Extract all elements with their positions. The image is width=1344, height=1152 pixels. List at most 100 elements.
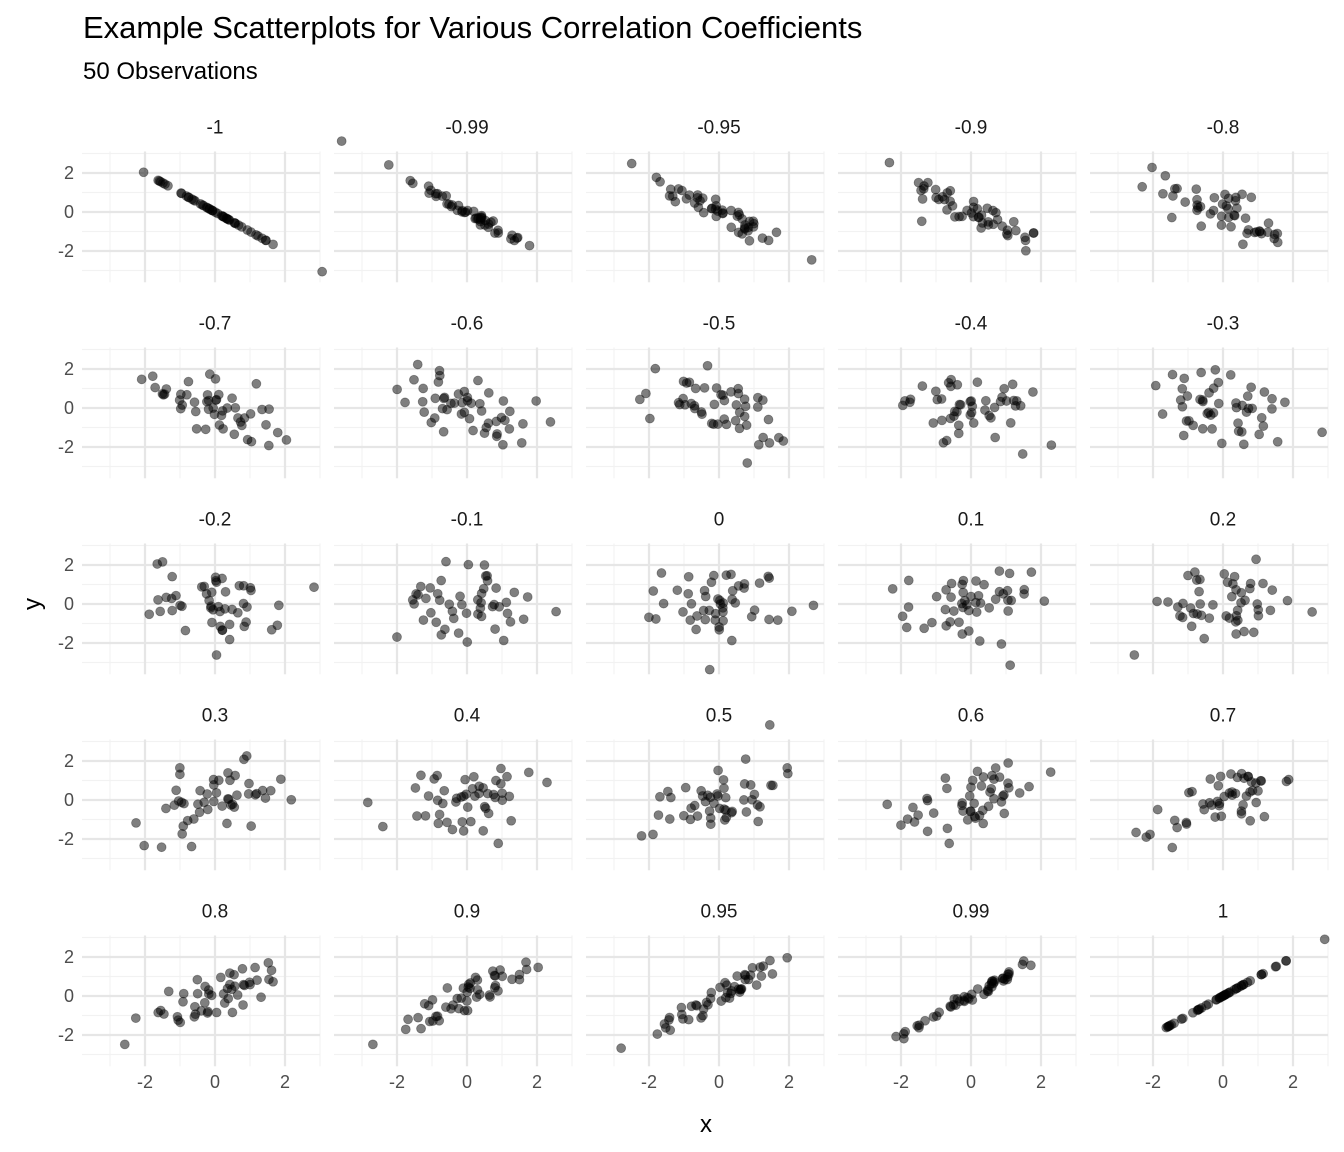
data-point xyxy=(726,635,737,646)
data-point xyxy=(1177,401,1188,412)
data-point xyxy=(153,1007,164,1018)
data-point xyxy=(195,785,206,796)
data-point xyxy=(178,988,189,999)
data-point xyxy=(482,570,493,581)
data-point xyxy=(1015,400,1026,411)
data-point xyxy=(1172,183,1182,194)
data-point xyxy=(504,406,515,417)
data-point xyxy=(716,389,726,400)
data-point xyxy=(1196,367,1207,378)
data-point xyxy=(903,602,914,612)
data-point xyxy=(989,402,1000,413)
data-point xyxy=(210,373,221,384)
data-point xyxy=(1172,822,1183,833)
data-point xyxy=(1246,192,1257,203)
data-point xyxy=(431,1011,441,1022)
data-point xyxy=(183,376,194,387)
data-point xyxy=(683,588,694,599)
data-point xyxy=(700,591,711,602)
data-point xyxy=(131,818,141,828)
data-point xyxy=(464,413,475,424)
data-point xyxy=(551,606,561,617)
data-point xyxy=(475,214,486,225)
data-point xyxy=(685,615,696,626)
x-tick-label: 2 xyxy=(784,1072,794,1092)
data-point xyxy=(229,802,240,813)
data-point xyxy=(1253,786,1263,796)
data-point xyxy=(1246,382,1257,393)
data-point xyxy=(490,624,500,634)
data-point xyxy=(265,785,276,796)
facet-label: 0.95 xyxy=(701,902,738,923)
data-point xyxy=(263,440,274,451)
data-point xyxy=(250,962,260,973)
data-point xyxy=(938,437,949,448)
data-point xyxy=(483,387,494,398)
data-point xyxy=(808,600,819,611)
data-point xyxy=(941,584,952,595)
data-point xyxy=(227,393,237,404)
data-point xyxy=(1020,232,1030,243)
data-point xyxy=(626,158,637,169)
data-point xyxy=(1004,568,1015,579)
data-point xyxy=(700,614,711,625)
data-point xyxy=(191,423,202,434)
facet-label: 0.4 xyxy=(454,706,481,727)
data-point xyxy=(734,407,745,418)
data-point xyxy=(119,1039,130,1050)
data-point xyxy=(455,591,465,602)
data-point xyxy=(908,802,918,813)
data-point xyxy=(1010,225,1021,236)
data-point xyxy=(1281,955,1292,966)
data-point xyxy=(438,393,449,404)
data-point xyxy=(640,388,651,399)
data-point xyxy=(458,826,469,836)
data-point xyxy=(1226,221,1236,232)
data-point xyxy=(1005,660,1016,671)
data-point xyxy=(949,406,960,417)
data-point xyxy=(202,804,213,815)
data-point xyxy=(726,807,737,818)
data-point xyxy=(473,375,483,386)
data-point xyxy=(207,617,217,628)
data-point xyxy=(1007,379,1018,390)
data-point xyxy=(1226,591,1237,602)
data-point xyxy=(227,1007,238,1018)
data-point xyxy=(485,992,495,1002)
data-point xyxy=(954,399,965,410)
data-point xyxy=(1196,221,1207,232)
data-point xyxy=(242,434,253,445)
data-point xyxy=(1233,418,1243,429)
data-point xyxy=(1216,438,1227,449)
data-point xyxy=(1221,611,1232,621)
y-tick-label: 0 xyxy=(64,594,74,614)
data-point xyxy=(741,807,752,817)
data-point xyxy=(1024,781,1034,792)
data-point xyxy=(462,802,473,813)
data-point xyxy=(392,632,402,642)
data-point xyxy=(999,808,1010,819)
data-point xyxy=(1182,391,1193,401)
data-point xyxy=(251,378,262,389)
data-point xyxy=(217,801,228,811)
data-point xyxy=(475,603,486,614)
data-point xyxy=(656,568,667,578)
data-point xyxy=(483,222,494,233)
x-axis-title: x xyxy=(700,1111,712,1138)
data-point xyxy=(1222,577,1233,588)
data-point xyxy=(152,559,163,569)
data-point xyxy=(1217,199,1228,209)
data-point xyxy=(905,394,916,405)
data-point xyxy=(746,611,757,622)
data-point xyxy=(424,1016,435,1027)
data-point xyxy=(714,622,725,632)
facet-label: 0.2 xyxy=(1210,510,1236,531)
data-point xyxy=(441,556,451,567)
data-point xyxy=(232,790,242,801)
data-point xyxy=(946,578,957,589)
data-point xyxy=(963,605,974,616)
data-point xyxy=(698,605,709,616)
data-point xyxy=(644,413,655,424)
data-point xyxy=(1167,842,1178,853)
data-point xyxy=(726,985,737,996)
